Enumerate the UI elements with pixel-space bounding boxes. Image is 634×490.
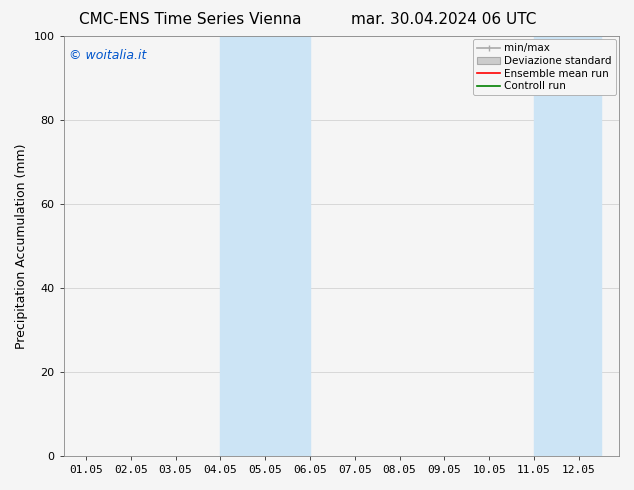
Bar xyxy=(534,36,601,456)
Text: CMC-ENS Time Series Vienna: CMC-ENS Time Series Vienna xyxy=(79,12,301,27)
Legend: min/max, Deviazione standard, Ensemble mean run, Controll run: min/max, Deviazione standard, Ensemble m… xyxy=(473,39,616,96)
Text: © woitalia.it: © woitalia.it xyxy=(69,49,146,62)
Text: mar. 30.04.2024 06 UTC: mar. 30.04.2024 06 UTC xyxy=(351,12,536,27)
Bar xyxy=(221,36,310,456)
Y-axis label: Precipitation Accumulation (mm): Precipitation Accumulation (mm) xyxy=(15,143,28,349)
